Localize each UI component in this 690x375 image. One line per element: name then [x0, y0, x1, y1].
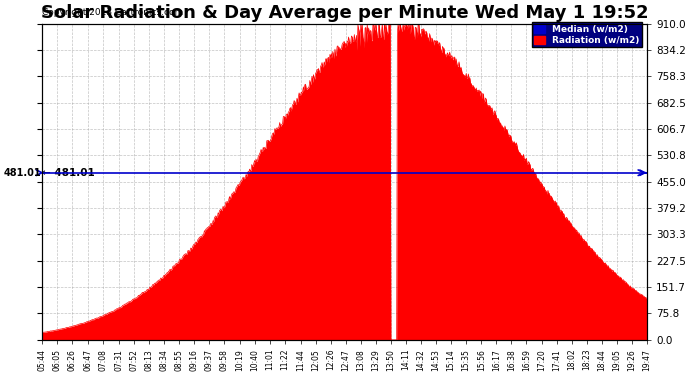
Legend: Median (w/m2), Radiation (w/m2): Median (w/m2), Radiation (w/m2) [531, 22, 642, 47]
Text: ← 481.01: ← 481.01 [42, 168, 95, 178]
Text: 481.01: 481.01 [4, 168, 41, 178]
Text: Copyright 2013 Cartronics.com: Copyright 2013 Cartronics.com [42, 8, 184, 17]
Title: Solar Radiation & Day Average per Minute Wed May 1 19:52: Solar Radiation & Day Average per Minute… [41, 4, 649, 22]
